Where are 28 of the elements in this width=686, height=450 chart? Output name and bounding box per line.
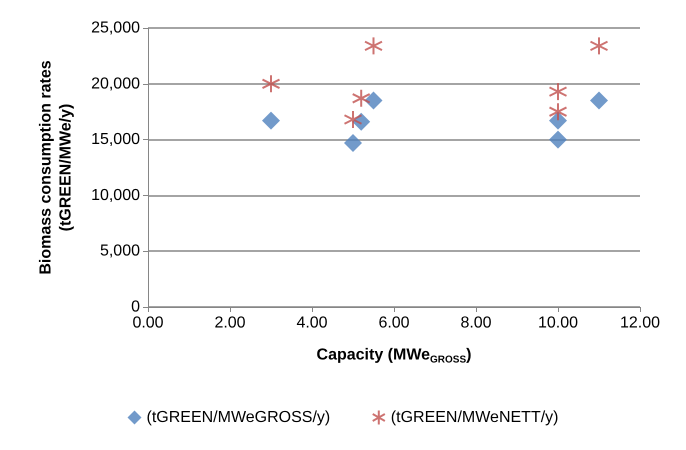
y-tick-label: 15,000: [91, 131, 140, 148]
x-tick-label: 12.00: [620, 314, 660, 332]
point: [344, 134, 362, 152]
point: [548, 102, 568, 122]
x-tick-label: 8.00: [460, 314, 492, 332]
point: [590, 36, 608, 56]
point: [548, 82, 568, 102]
x-tick-label: 0.00: [132, 314, 164, 332]
point: [262, 112, 280, 130]
x-tick-label: 10.00: [538, 314, 578, 332]
x-tick-label: 6.00: [378, 314, 410, 332]
point: [344, 110, 362, 130]
y-tick-label: 20,000: [91, 75, 140, 92]
y-tick-label: 5,000: [100, 242, 140, 260]
point: [352, 88, 371, 108]
y-tick-label: 0: [131, 298, 140, 316]
point: [364, 36, 383, 56]
x-tick-label: 4.00: [296, 314, 328, 332]
y-axis-title: Biomass consumption rates (tGREEN/MWe/y): [38, 60, 74, 275]
y-tick-label: 10,000: [91, 186, 140, 204]
legend-label: (tGREEN/MWeGROSS/y): [146, 409, 330, 426]
x-tick-label: 2.00: [214, 314, 246, 332]
y-tick-label: 25,000: [91, 20, 140, 36]
point: [364, 92, 382, 110]
point: [549, 130, 567, 149]
legend-label: (tGREEN/MWeNETT/y): [390, 409, 558, 426]
point: [262, 74, 280, 94]
point: [590, 92, 608, 110]
